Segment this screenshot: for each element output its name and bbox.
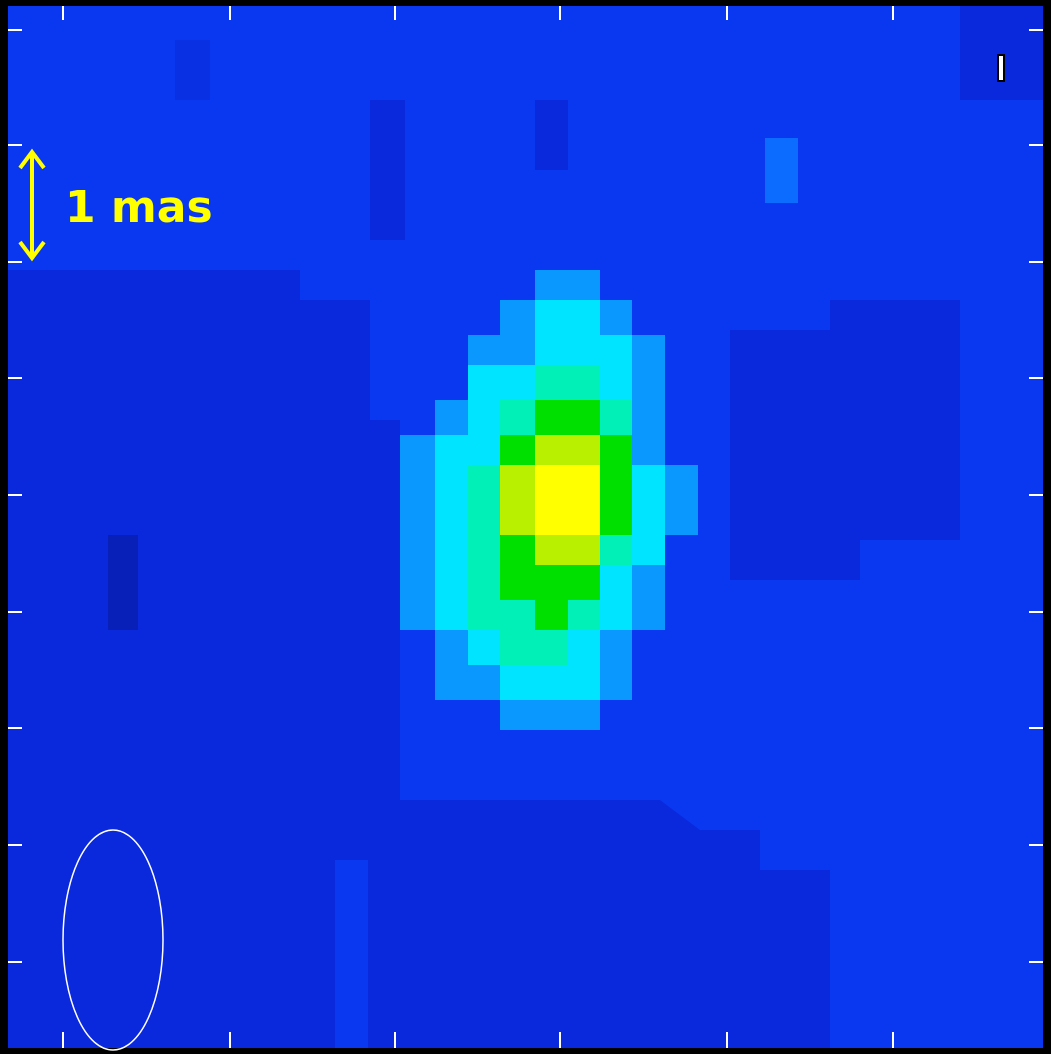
scale-label: 1 mas — [65, 182, 213, 233]
radio-map: 1 mas — [0, 0, 1051, 1054]
page: 1 mas (() => { const data = JSON.parse(d… — [0, 0, 1051, 1054]
intensity-map — [8, 6, 1043, 1048]
marker — [998, 55, 1004, 81]
